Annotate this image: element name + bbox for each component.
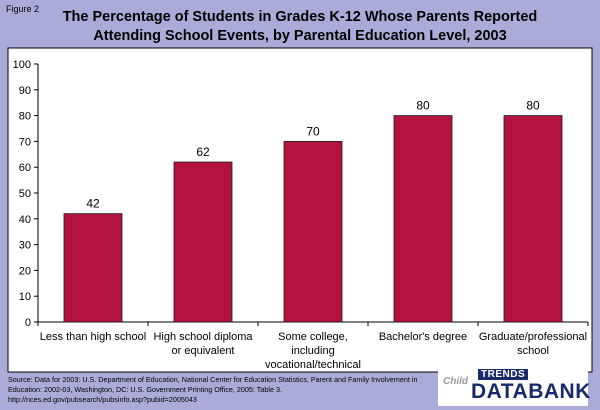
y-tick-label: 30	[19, 240, 31, 252]
x-tick-label: including	[291, 345, 334, 357]
x-tick-label: High school diploma	[153, 331, 253, 343]
logo-trends-text: TRENDS	[478, 369, 529, 380]
y-tick-label: 50	[19, 188, 31, 200]
bar	[173, 161, 233, 323]
x-tick-label: vocational/technical	[265, 359, 361, 371]
x-tick-label: Some college,	[278, 331, 348, 343]
x-tick-label: Graduate/professional	[479, 331, 587, 343]
y-tick-label: 80	[19, 111, 31, 123]
y-tick-label: 20	[19, 265, 31, 277]
data-label: 42	[86, 197, 100, 211]
figure-label: Figure 2	[6, 4, 40, 14]
chart-title-line-2: Attending School Events, by Parental Edu…	[93, 28, 507, 44]
logo-databank-text: DATABANK	[471, 380, 591, 403]
source-line-1: Source: Data for 2003: U.S. Department o…	[8, 375, 418, 384]
bar	[503, 115, 563, 323]
chart-title: The Percentage of Students in Grades K-1…	[20, 8, 580, 46]
x-tick-label: Less than high school	[40, 331, 146, 343]
x-tick-label: Bachelor's degree	[379, 331, 467, 343]
y-tick-label: 40	[19, 214, 31, 226]
y-tick-label: 90	[19, 85, 31, 97]
bar	[393, 115, 453, 323]
source-line-2: Education: 2002-03, Washington, DC: U.S.…	[8, 385, 282, 394]
x-tick-label: or equivalent	[172, 345, 235, 357]
y-tick-label: 60	[19, 162, 31, 174]
x-tick-label: school	[517, 345, 549, 357]
bar	[283, 140, 343, 323]
source-note: Source: Data for 2003: U.S. Department o…	[8, 375, 428, 405]
chart-title-line-1: The Percentage of Students in Grades K-1…	[62, 9, 538, 25]
y-tick-label: 10	[19, 291, 31, 303]
child-trends-databank-logo: Child TRENDS DATABANK	[438, 368, 591, 406]
data-label: 80	[416, 99, 430, 113]
data-label: 62	[196, 145, 210, 159]
y-tick-label: 0	[25, 317, 31, 329]
logo-child-text: Child	[443, 376, 468, 387]
source-url: http://nces.ed.gov/pubsearch/pubsinfo.as…	[8, 395, 197, 404]
y-tick-label: 100	[13, 59, 31, 71]
bar-chart: 0 10 20 30 40 50 60 70 80 90 100 42 Less than high s…	[7, 47, 593, 373]
y-tick-label: 70	[19, 136, 31, 148]
data-label: 80	[526, 99, 540, 113]
bar	[63, 213, 123, 323]
data-label: 70	[306, 124, 320, 138]
